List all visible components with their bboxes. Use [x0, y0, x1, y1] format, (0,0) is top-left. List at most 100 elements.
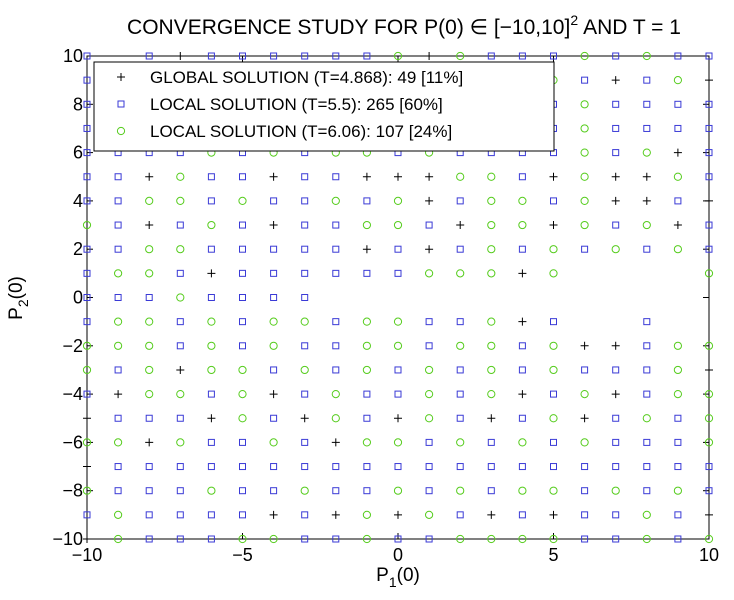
local-5-5-point: [239, 52, 246, 60]
global-point: [518, 269, 527, 278]
global-point: [331, 510, 340, 519]
local-5-5-point: [301, 390, 309, 398]
x-tick-label: −10: [72, 545, 103, 565]
local-6-06-point: [704, 390, 714, 399]
local-6-06-point: [580, 100, 589, 109]
x-tick-label: 5: [548, 545, 558, 565]
local-5-5-point: [83, 173, 91, 181]
local-5-5-point: [643, 366, 651, 374]
local-5-5-point: [114, 366, 122, 374]
local-5-5-point: [176, 535, 184, 543]
local-6-06-point: [704, 414, 714, 423]
local-6-06-point: [114, 317, 123, 326]
local-6-06-point: [673, 172, 683, 181]
y-tick-label: −8: [62, 481, 83, 501]
local-6-06-point: [362, 510, 371, 519]
global-point: [145, 172, 154, 181]
local-5-5-point: [114, 245, 122, 253]
local-6-06-point: [487, 534, 496, 544]
local-5-5-point: [207, 511, 215, 519]
global-point: [611, 172, 620, 181]
local-5-5-point: [239, 511, 246, 519]
local-5-5-point: [612, 414, 620, 422]
local-5-5-point: [705, 124, 713, 132]
local-5-5-point: [207, 197, 215, 205]
local-6-06-point: [176, 438, 185, 447]
local-6-06-point: [456, 438, 465, 447]
local-5-5-point: [643, 463, 651, 471]
local-5-5-point: [643, 390, 651, 398]
local-6-06-point: [456, 172, 465, 181]
local-5-5-point: [581, 245, 589, 253]
local-5-5-point: [145, 487, 153, 495]
local-5-5-point: [301, 221, 309, 229]
local-6-06-point: [518, 220, 527, 230]
local-5-5-point: [550, 197, 557, 205]
local-5-5-point: [301, 463, 309, 471]
local-5-5-point: [363, 197, 371, 205]
local-5-5-point: [456, 245, 464, 253]
local-6-06-point: [673, 76, 683, 85]
local-5-5-point: [487, 487, 495, 495]
local-6-06-point: [393, 317, 403, 326]
global-point: [549, 510, 558, 519]
local-5-5-point: [301, 173, 309, 181]
chart-title-main: CONVERGENCE STUDY FOR P(0) ∈ [−10,10]: [127, 16, 570, 39]
local-6-06-point: [269, 341, 278, 350]
global-point: [549, 172, 558, 181]
local-6-06-point: [114, 510, 123, 519]
local-6-06-point: [704, 341, 714, 350]
local-5-5-point: [207, 52, 215, 60]
local-5-5-point: [456, 390, 464, 398]
global-point: [673, 221, 682, 230]
local-5-5-point: [705, 52, 713, 60]
local-6-06-point: [207, 220, 216, 230]
local-6-06-point: [673, 341, 683, 350]
local-6-06-point: [487, 365, 496, 375]
local-5-5-point: [705, 100, 713, 108]
local-5-5-point: [394, 269, 402, 277]
global-point: [705, 76, 713, 85]
local-5-5-point: [176, 511, 184, 519]
local-5-5-point: [425, 318, 433, 326]
local-6-06-point: [487, 220, 496, 230]
local-6-06-point: [456, 341, 465, 350]
local-6-06-point: [642, 220, 651, 230]
global-point: [673, 148, 682, 157]
global-point: [114, 390, 123, 399]
local-5-5-point: [114, 487, 122, 495]
local-5-5-point: [117, 100, 125, 108]
local-5-5-point: [487, 52, 495, 60]
global-point: [145, 221, 154, 230]
local-5-5-point: [332, 173, 340, 181]
local-6-06-point: [580, 172, 589, 181]
global-point: [456, 221, 465, 230]
y-tick-label: −2: [62, 336, 83, 356]
local-6-06-point: [518, 438, 527, 447]
local-5-5-point: [301, 52, 309, 60]
local-5-5-point: [674, 463, 682, 471]
local-5-5-point: [83, 52, 91, 60]
global-point: [518, 390, 527, 399]
local-5-5-point: [705, 173, 713, 181]
global-point: [425, 52, 434, 60]
local-5-5-point: [456, 318, 464, 326]
local-5-5-point: [518, 414, 526, 422]
local-6-06-point: [425, 365, 434, 375]
local-5-5-point: [176, 414, 184, 422]
local-5-5-point: [705, 149, 713, 157]
local-6-06-point: [176, 390, 185, 399]
local-5-5-point: [518, 342, 526, 350]
local-6-06-point: [300, 486, 309, 495]
local-6-06-point: [82, 220, 92, 230]
local-5-5-point: [207, 438, 215, 446]
local-6-06-point: [425, 390, 434, 399]
local-5-5-point: [332, 535, 340, 543]
local-6-06-point: [362, 534, 371, 544]
local-6-06-point: [611, 486, 620, 495]
global-point: [487, 510, 496, 519]
y-tick-label: 6: [73, 143, 83, 163]
local-5-5-point: [550, 52, 557, 60]
global-point: [207, 414, 216, 423]
